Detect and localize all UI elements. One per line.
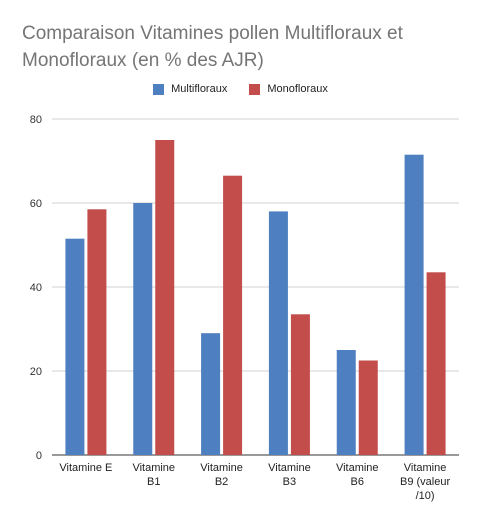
y-tick-label: 20: [30, 366, 42, 378]
bar-monofloraux-0: [87, 209, 107, 455]
bar-multifloraux-5: [404, 154, 424, 455]
bar-monofloraux-1: [155, 140, 175, 455]
x-tick-label: Vitamine B1: [132, 462, 175, 488]
y-tick-label: 40: [30, 282, 42, 294]
legend-item-monofloraux: Monofloraux: [249, 83, 328, 95]
bar-multifloraux-4: [336, 350, 356, 455]
bar-multifloraux-3: [268, 211, 288, 455]
x-tick-label: Vitamine B6: [336, 462, 379, 488]
bar-multifloraux-2: [201, 333, 221, 455]
x-tick-label: Vitamine B9 (valeur/10): [400, 462, 450, 502]
legend-item-multifloraux: Multifloraux: [153, 83, 227, 95]
legend-swatch-monofloraux: [249, 83, 261, 95]
y-tick-label: 60: [30, 198, 42, 210]
x-tick-label: Vitamine B2: [200, 462, 243, 488]
x-tick-label: Vitamine E: [59, 462, 112, 474]
bar-monofloraux-4: [358, 360, 378, 455]
bar-monofloraux-2: [223, 175, 243, 455]
y-tick-label: 0: [36, 450, 42, 462]
y-tick-label: 80: [30, 114, 42, 126]
bar-multifloraux-1: [133, 203, 153, 455]
chart-title: Comparaison Vitamines pollen Multiflorau…: [22, 23, 403, 71]
bar-monofloraux-3: [290, 314, 310, 455]
legend-swatch-multifloraux: [153, 83, 165, 95]
bar-monofloraux-5: [426, 272, 446, 455]
x-tick-label: Vitamine B3: [268, 462, 311, 488]
legend-label-monofloraux: Monofloraux: [267, 83, 328, 95]
legend: Multifloraux Monofloraux: [0, 83, 481, 95]
legend-label-multifloraux: Multifloraux: [171, 83, 228, 95]
bar-multifloraux-0: [65, 238, 85, 455]
